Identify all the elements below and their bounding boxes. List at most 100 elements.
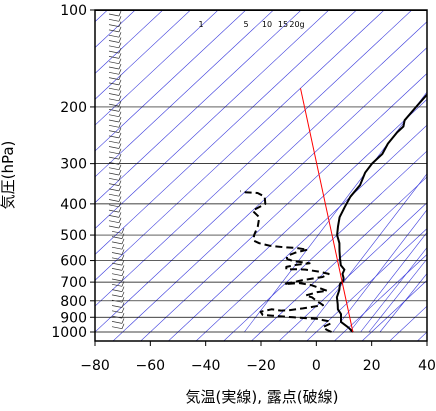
isotherm-line	[95, 10, 247, 152]
wind-barb	[118, 143, 122, 149]
wind-barb	[108, 225, 120, 229]
wind-barb	[108, 103, 120, 107]
wind-barb	[121, 275, 125, 282]
wind-barb	[108, 13, 120, 17]
wind-barb	[121, 291, 125, 298]
wind-barb	[111, 262, 123, 266]
wind-barb	[121, 302, 125, 308]
wind-barb	[111, 257, 123, 261]
wind-barb	[108, 199, 120, 202]
y-tick-label: 600	[60, 254, 87, 270]
wind-barb	[118, 153, 122, 160]
wind-barb	[118, 79, 122, 86]
wind-barb	[118, 148, 122, 154]
wind-barb	[111, 246, 123, 250]
wind-barb	[118, 37, 122, 43]
wind-barb	[121, 281, 125, 287]
wind-barb	[108, 61, 120, 65]
wind-barb	[121, 233, 125, 239]
y-tick-label: 800	[60, 294, 87, 310]
x-tick-label: −60	[136, 358, 166, 374]
wind-barb	[118, 122, 122, 128]
wind-barb	[111, 310, 123, 314]
mixing-ratio-line	[379, 272, 427, 333]
isotherm-line	[361, 279, 427, 341]
wind-barb	[121, 307, 125, 313]
wind-barb	[118, 26, 122, 33]
isotherm-line	[306, 228, 427, 341]
y-tick-label: 100	[60, 3, 87, 19]
wind-barb	[118, 53, 122, 59]
mixing-ratio-line	[332, 209, 427, 333]
dewpoint-line	[240, 190, 333, 333]
wind-barb	[108, 172, 120, 176]
isotherm-line	[95, 10, 302, 204]
wind-barb	[121, 297, 125, 303]
isotherm-line	[95, 21, 427, 333]
wind-barb	[108, 193, 120, 197]
wind-barb	[121, 228, 125, 234]
wind-barb	[118, 90, 122, 96]
x-tick-label: 40	[418, 358, 436, 374]
wind-barb	[118, 185, 122, 192]
parcel-line	[300, 88, 354, 333]
mixing-ratio-label: 1	[198, 20, 203, 29]
x-tick-label: 20	[363, 358, 381, 374]
wind-barb	[118, 106, 122, 112]
wind-barb	[108, 34, 120, 38]
wind-barb	[108, 93, 120, 96]
wind-barb	[108, 162, 120, 165]
wind-barb	[108, 66, 120, 70]
wind-barb	[118, 132, 122, 139]
y-tick-label: 400	[60, 197, 87, 213]
wind-barb	[111, 305, 123, 308]
y-axis-title: 気圧(hPa)	[0, 141, 17, 210]
wind-barb	[118, 111, 122, 117]
isotherm-line	[95, 10, 385, 281]
wind-barb	[121, 249, 125, 255]
wind-barb	[111, 315, 123, 319]
wind-barb	[118, 212, 122, 218]
wind-barb	[118, 42, 122, 48]
y-tick-label: 1000	[51, 325, 87, 341]
wind-barb	[108, 82, 120, 86]
temperature-line	[335, 93, 427, 333]
wind-barb	[108, 45, 120, 49]
wind-barb	[121, 286, 125, 292]
mixing-ratio-line	[349, 231, 427, 333]
y-tick-label: 200	[60, 100, 87, 116]
wind-barb	[118, 116, 122, 123]
wind-barb	[108, 220, 120, 224]
x-tick-label: −20	[246, 358, 276, 374]
wind-barb	[111, 230, 123, 234]
wind-barb	[108, 87, 120, 91]
isotherm-line	[416, 331, 427, 341]
isotherm-line	[95, 10, 191, 100]
isotherm-line	[95, 10, 413, 307]
mixing-ratio-line	[305, 173, 427, 333]
isotherm-line	[278, 202, 427, 341]
isotherm-line	[95, 10, 330, 229]
y-tick-label: 300	[60, 157, 87, 173]
wind-barb	[111, 283, 123, 287]
wind-barb	[118, 138, 122, 144]
wind-barb	[118, 32, 122, 38]
isotherm-line	[250, 176, 427, 341]
wind-barb	[121, 259, 125, 266]
wind-barb	[108, 71, 120, 75]
wind-barb	[111, 289, 123, 292]
wind-barb	[108, 98, 120, 102]
isotherm-line	[95, 10, 164, 74]
wind-barb	[121, 312, 125, 319]
wind-barb	[108, 146, 120, 149]
x-axis-title: 気温(実線), 露点(破線)	[186, 388, 339, 406]
mixing-ratio-label: 20g	[289, 20, 304, 29]
wind-barb	[108, 114, 120, 118]
x-tick-label: −40	[191, 358, 221, 374]
y-tick-label: 700	[60, 275, 87, 291]
wind-barb	[118, 201, 122, 207]
wind-barb	[108, 56, 120, 59]
wind-barb	[121, 265, 125, 271]
